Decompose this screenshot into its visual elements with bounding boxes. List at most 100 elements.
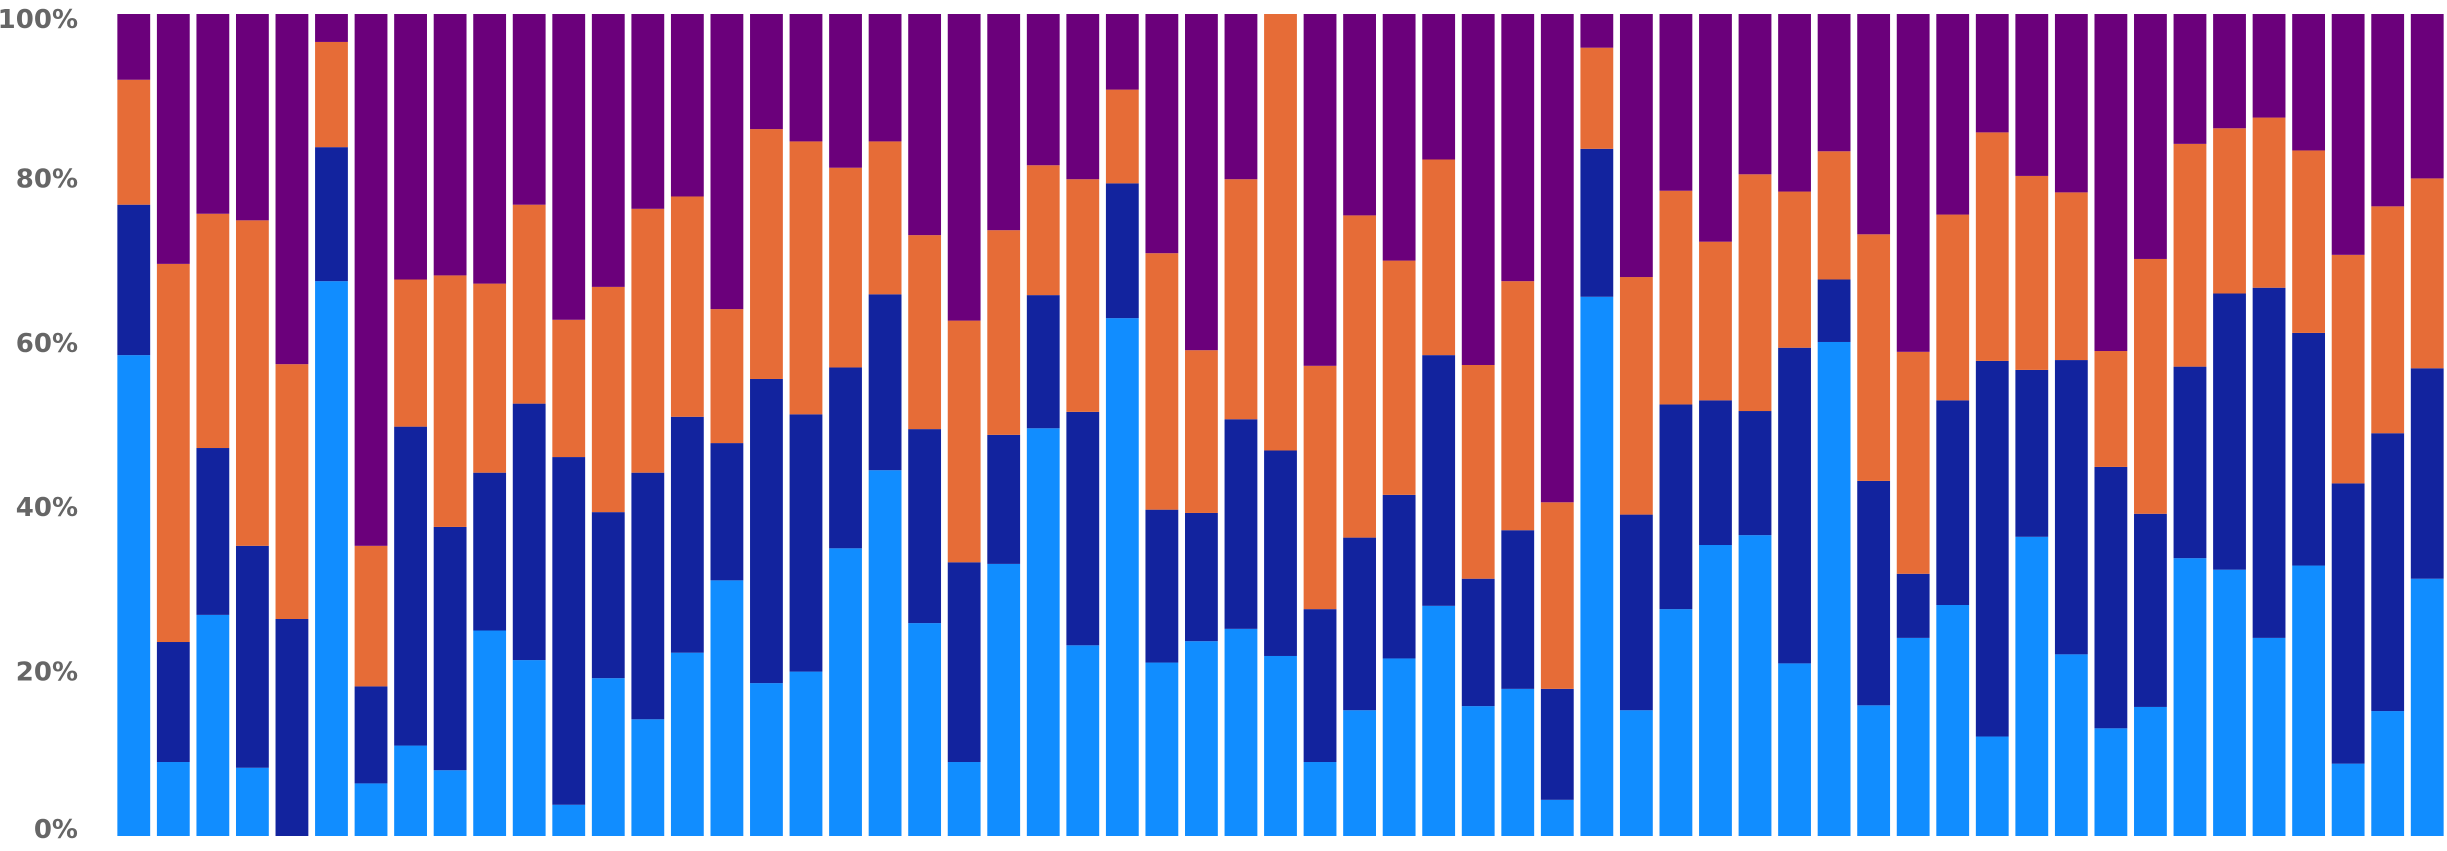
bar-segment-series-1[interactable] xyxy=(1382,658,1416,836)
bar-segment-series-1[interactable] xyxy=(433,770,467,836)
bar-segment-series-3[interactable] xyxy=(2173,143,2207,367)
bar-stack[interactable] xyxy=(1461,14,1495,836)
bar-stack[interactable] xyxy=(196,14,230,836)
bar-segment-series-4[interactable] xyxy=(2054,14,2088,193)
bar-segment-series-3[interactable] xyxy=(1817,151,1851,280)
bar-segment-series-4[interactable] xyxy=(750,14,783,130)
bar-segment-series-2[interactable] xyxy=(1461,578,1495,707)
bar-segment-series-1[interactable] xyxy=(1896,637,1930,836)
bar-segment-series-1[interactable] xyxy=(1738,535,1772,836)
bar-segment-series-1[interactable] xyxy=(1422,605,1456,836)
bar-segment-series-3[interactable] xyxy=(473,283,507,473)
bar-stack[interactable] xyxy=(1659,14,1693,836)
bar-segment-series-3[interactable] xyxy=(1264,14,1297,451)
bar-stack[interactable] xyxy=(1778,14,1811,836)
bar-segment-series-4[interactable] xyxy=(512,14,546,205)
bar-stack[interactable] xyxy=(156,14,190,836)
bar-stack[interactable] xyxy=(2173,14,2207,836)
bar-segment-series-3[interactable] xyxy=(2213,128,2246,294)
bar-segment-series-4[interactable] xyxy=(394,14,427,280)
bar-segment-series-2[interactable] xyxy=(2094,466,2128,729)
bar-stack[interactable] xyxy=(512,14,546,836)
bar-segment-series-4[interactable] xyxy=(2371,14,2405,207)
bar-segment-series-3[interactable] xyxy=(235,220,269,546)
bar-segment-series-3[interactable] xyxy=(394,279,427,427)
bar-segment-series-3[interactable] xyxy=(1975,132,2009,361)
bar-segment-series-3[interactable] xyxy=(1857,234,1891,481)
bar-stack[interactable] xyxy=(235,14,269,836)
bar-stack[interactable] xyxy=(2252,14,2286,836)
bar-segment-series-1[interactable] xyxy=(196,614,230,836)
bar-segment-series-3[interactable] xyxy=(1343,215,1376,538)
bar-segment-series-3[interactable] xyxy=(2054,192,2088,361)
bar-segment-series-2[interactable] xyxy=(591,512,625,679)
bar-segment-series-2[interactable] xyxy=(315,147,348,282)
bar-segment-series-2[interactable] xyxy=(1501,530,1535,689)
bar-segment-series-1[interactable] xyxy=(2252,637,2286,836)
bar-segment-series-3[interactable] xyxy=(2134,258,2167,514)
bar-segment-series-2[interactable] xyxy=(2173,366,2207,559)
bar-segment-series-1[interactable] xyxy=(1699,545,1732,836)
bar-segment-series-2[interactable] xyxy=(1540,688,1574,800)
bar-segment-series-3[interactable] xyxy=(1303,365,1337,610)
bar-segment-series-3[interactable] xyxy=(1145,253,1179,510)
bar-segment-series-4[interactable] xyxy=(2015,14,2049,176)
bar-segment-series-1[interactable] xyxy=(315,281,348,836)
bar-segment-series-3[interactable] xyxy=(354,545,388,687)
bar-segment-series-3[interactable] xyxy=(2252,117,2286,288)
bar-segment-series-2[interactable] xyxy=(2410,368,2444,579)
bar-stack[interactable] xyxy=(1936,14,1970,836)
bar-segment-series-4[interactable] xyxy=(433,14,467,276)
bar-segment-series-2[interactable] xyxy=(275,618,309,836)
bar-segment-series-1[interactable] xyxy=(1303,762,1337,836)
bar-segment-series-4[interactable] xyxy=(987,14,1021,231)
bar-segment-series-1[interactable] xyxy=(908,623,942,836)
bar-segment-series-3[interactable] xyxy=(1224,179,1258,420)
bar-stack[interactable] xyxy=(868,14,902,836)
bar-segment-series-4[interactable] xyxy=(1461,14,1495,365)
bar-segment-series-4[interactable] xyxy=(1659,14,1693,191)
bar-segment-series-2[interactable] xyxy=(117,204,151,356)
bar-stack[interactable] xyxy=(829,14,862,836)
bar-segment-series-4[interactable] xyxy=(1699,14,1732,242)
bar-segment-series-3[interactable] xyxy=(1936,214,1970,401)
bar-segment-series-3[interactable] xyxy=(117,79,151,205)
bar-segment-series-1[interactable] xyxy=(1105,318,1139,836)
bar-segment-series-1[interactable] xyxy=(1817,341,1851,836)
bar-segment-series-3[interactable] xyxy=(156,263,190,643)
bar-segment-series-4[interactable] xyxy=(1422,14,1456,160)
bar-segment-series-3[interactable] xyxy=(868,141,902,295)
bar-segment-series-2[interactable] xyxy=(1699,400,1732,546)
bar-segment-series-1[interactable] xyxy=(552,804,586,836)
bar-segment-series-2[interactable] xyxy=(987,434,1021,564)
bar-segment-series-2[interactable] xyxy=(1185,512,1218,642)
bar-segment-series-4[interactable] xyxy=(473,14,507,284)
bar-segment-series-1[interactable] xyxy=(2371,711,2405,836)
bar-segment-series-4[interactable] xyxy=(2213,14,2246,129)
bar-segment-series-1[interactable] xyxy=(2054,654,2088,836)
bar-segment-series-4[interactable] xyxy=(2094,14,2128,352)
bar-segment-series-2[interactable] xyxy=(2292,332,2326,566)
bar-segment-series-2[interactable] xyxy=(1817,279,1851,342)
bar-segment-series-2[interactable] xyxy=(2134,513,2167,707)
bar-segment-series-2[interactable] xyxy=(2371,433,2405,712)
bar-stack[interactable] xyxy=(750,14,783,836)
bar-segment-series-4[interactable] xyxy=(829,14,862,168)
bar-segment-series-3[interactable] xyxy=(750,129,783,379)
bar-stack[interactable] xyxy=(987,14,1021,836)
bar-segment-series-4[interactable] xyxy=(1975,14,2009,133)
bar-segment-series-4[interactable] xyxy=(1580,14,1614,48)
bar-stack[interactable] xyxy=(1105,14,1139,836)
bar-segment-series-2[interactable] xyxy=(2252,287,2286,638)
bar-stack[interactable] xyxy=(947,14,981,836)
bar-segment-series-4[interactable] xyxy=(591,14,625,287)
bar-segment-series-2[interactable] xyxy=(354,686,388,784)
bar-segment-series-1[interactable] xyxy=(868,470,902,836)
bar-segment-series-3[interactable] xyxy=(908,235,942,430)
bar-segment-series-4[interactable] xyxy=(1066,14,1100,180)
bar-segment-series-2[interactable] xyxy=(1105,183,1139,319)
bar-segment-series-4[interactable] xyxy=(1936,14,1970,215)
bar-segment-series-1[interactable] xyxy=(829,548,862,836)
bar-segment-series-4[interactable] xyxy=(1857,14,1891,235)
bar-stack[interactable] xyxy=(2054,14,2088,836)
